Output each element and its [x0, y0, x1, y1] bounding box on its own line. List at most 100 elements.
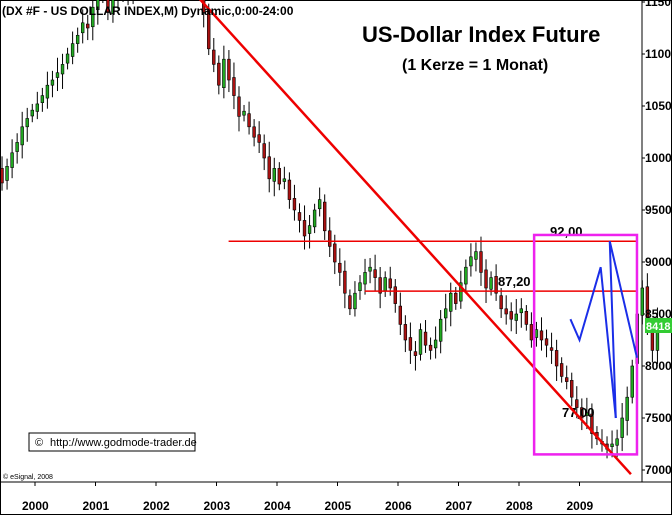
candle-body	[559, 363, 564, 377]
candle-body	[232, 77, 236, 96]
candle-body	[45, 84, 50, 99]
chart-title: US-Dollar Index Future	[362, 22, 600, 47]
x-tick-label: 2000	[22, 499, 49, 513]
candle-body	[640, 287, 645, 316]
candle-body	[519, 308, 524, 314]
candle-body	[323, 201, 327, 232]
candle-body	[590, 413, 594, 434]
candle-body	[509, 311, 513, 320]
candle-body	[75, 34, 80, 44]
candle-body	[302, 220, 307, 237]
forecast-path	[569, 266, 617, 419]
candle-body	[413, 351, 418, 356]
candle-body	[0, 168, 4, 184]
x-tick-label: 2006	[385, 499, 412, 513]
candle-body	[494, 276, 498, 294]
candle-body	[267, 156, 271, 180]
candle-body	[459, 282, 463, 302]
candle-body	[5, 166, 9, 181]
candle-body	[368, 266, 372, 272]
candle-body	[353, 292, 357, 310]
candle-body	[348, 295, 352, 310]
candle-body	[575, 399, 579, 408]
candle-body	[358, 282, 362, 292]
candle-body	[257, 134, 261, 143]
candle-body	[287, 179, 292, 200]
y-tick-label: 11000	[645, 47, 672, 61]
candle-body	[252, 126, 256, 138]
candle-body	[20, 126, 24, 146]
candle-body	[25, 118, 29, 128]
last-price-label: 8418	[646, 321, 670, 333]
y-tick-label: 7000	[645, 463, 672, 477]
url-box[interactable]: © http://www.godmode-trader.de	[28, 432, 197, 452]
candle-body	[292, 198, 297, 211]
candle-body	[111, 0, 115, 14]
candle-body	[615, 438, 619, 446]
candle-body	[418, 329, 423, 355]
candle-body	[317, 199, 322, 210]
candle-body	[489, 277, 493, 290]
x-tick-label: 2009	[567, 499, 594, 513]
candle-body	[10, 152, 14, 168]
instrument-header: (DX #F - US DOLLAR INDEX,M) Dynamic,0:00…	[2, 4, 294, 18]
candle-body	[70, 43, 75, 57]
candle-body	[363, 272, 367, 285]
candle-body	[474, 251, 478, 260]
axis-ticks	[34, 1, 645, 486]
y-tick-label: 8000	[645, 359, 672, 373]
candle-body	[433, 339, 438, 349]
candle-body	[277, 168, 282, 185]
candle-body	[242, 110, 246, 116]
candlestick-series	[0, 0, 660, 459]
candle-body	[65, 53, 70, 64]
candle-body	[444, 308, 448, 319]
forecast-path	[608, 240, 638, 419]
candle-body	[423, 331, 428, 346]
candle-body	[333, 243, 337, 263]
esignal-copyright: © eSignal, 2008	[3, 473, 53, 481]
candle-body	[217, 62, 221, 86]
candle-body	[388, 278, 392, 289]
candle-body	[383, 277, 387, 292]
candle-body	[580, 407, 584, 419]
x-axis-labels: 2000 2001 2002 2003 2004 2005 2006 2007 2008 2009	[22, 499, 594, 513]
candle-body	[60, 64, 65, 75]
candle-body	[378, 277, 382, 294]
candle-body	[534, 329, 539, 338]
level-label: 92,00	[550, 224, 583, 239]
candle-body	[91, 6, 95, 28]
candle-body	[408, 337, 413, 351]
y-tick-label: 11500	[645, 0, 672, 9]
candle-body	[620, 417, 624, 438]
candle-body	[227, 58, 231, 81]
candle-body	[464, 266, 468, 285]
chart-subtitle: (1 Kerze = 1 Monat)	[402, 57, 548, 74]
candle-body	[307, 225, 312, 234]
candle-body	[35, 103, 40, 112]
x-tick-label: 2004	[264, 499, 291, 513]
candle-body	[282, 178, 287, 182]
candle-body	[499, 295, 503, 310]
x-tick-label: 2002	[143, 499, 170, 513]
y-tick-label: 7500	[645, 411, 672, 425]
candle-body	[297, 212, 302, 221]
level-label: 87,20	[498, 274, 531, 289]
candle-body	[50, 79, 55, 86]
y-axis-labels: 7000 7500 8000 8500 9000 9500 10000 10500 11000 1…	[645, 0, 672, 477]
x-tick-label: 2007	[446, 499, 473, 513]
candle-body	[570, 380, 574, 398]
source-url[interactable]: http://www.godmode-trader.de	[50, 437, 197, 449]
candle-body	[524, 310, 529, 325]
candle-body	[222, 58, 226, 88]
candle-body	[30, 109, 34, 117]
target-box	[532, 233, 639, 456]
candle-body	[630, 365, 634, 398]
candle-body	[565, 377, 569, 382]
candle-body	[202, 0, 206, 13]
y-tick-label: 10500	[645, 99, 672, 113]
candle-body	[15, 142, 19, 152]
candle-body	[403, 324, 408, 341]
candle-body	[106, 0, 110, 13]
